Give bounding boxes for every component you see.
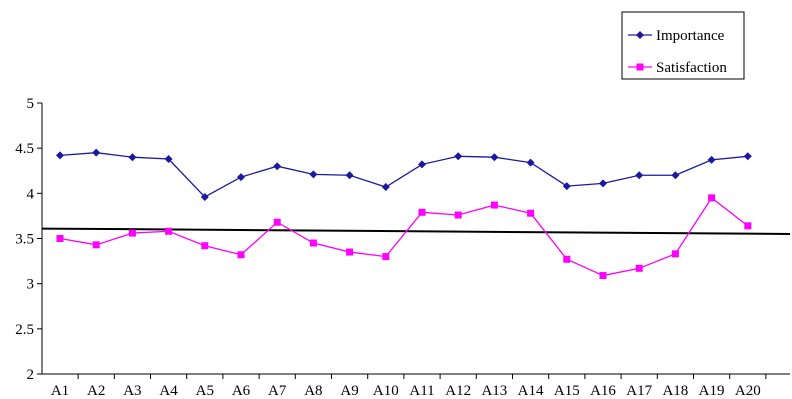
x-tick-label-a7: A7 [268,383,287,399]
point-importance-a14 [526,158,535,167]
series-line-satisfaction [59,196,749,277]
legend-label-satisfaction: Satisfaction [656,60,727,76]
x-tick-label-a2: A2 [87,383,105,399]
x-tick-label-a4: A4 [159,383,178,399]
point-satisfaction-a14 [527,209,535,217]
point-satisfaction-a18 [671,250,679,258]
point-satisfaction-a12 [454,211,462,219]
point-satisfaction-a1 [56,235,64,242]
point-satisfaction-a2 [92,241,100,249]
point-satisfaction-a15 [563,255,571,263]
y-tick-label-6: 5 [27,96,35,112]
point-satisfaction-a7 [273,218,281,226]
point-satisfaction-a3 [128,229,136,237]
point-satisfaction-a19 [708,194,716,202]
x-tick-label-a10: A10 [373,383,399,399]
axes: 2 2.5 3 3.5 4 4.5 5 A1 A2 A3 A4 A5 A6 A7 A8 A9 A10 A11 A12… [15,96,790,399]
point-satisfaction-a20 [744,222,752,230]
y-tick-label-5: 4.5 [15,141,34,157]
point-importance-a15 [562,182,571,191]
legend-item-importance: Importance [628,28,725,44]
legend-marker-importance [636,31,644,39]
point-importance-a2 [92,148,101,157]
point-importance-a10 [381,183,390,192]
x-tick-label-a12: A12 [445,383,471,399]
x-tick-label-a6: A6 [232,383,251,399]
legend-marker-satisfaction [636,63,644,71]
x-tick-label-a20: A20 [735,383,761,399]
point-importance-a11 [418,160,426,169]
point-importance-a17 [635,171,644,180]
x-tick-label-a9: A9 [340,383,358,399]
point-satisfaction-a4 [165,227,173,235]
point-satisfaction-a16 [599,272,607,280]
point-satisfaction-a11 [418,208,426,216]
y-tick-label-1: 2.5 [15,322,34,338]
x-tick-label-a14: A14 [518,383,544,399]
series-line-importance [59,152,748,198]
x-tick-label-a3: A3 [123,383,141,399]
x-tick-label-a17: A17 [626,383,652,399]
point-satisfaction-a5 [201,242,209,250]
point-importance-a1 [56,151,64,160]
point-satisfaction-a8 [309,239,317,247]
x-tick-label-a18: A18 [662,383,688,399]
series-satisfaction [56,194,752,280]
x-tick-label-a11: A11 [409,383,434,399]
legend-label-importance: Importance [656,28,725,44]
y-tick-label-2: 3 [27,277,35,293]
point-importance-a9 [345,171,354,180]
point-importance-a13 [490,153,499,162]
point-importance-a6 [237,173,245,182]
point-importance-a16 [599,179,607,188]
point-importance-a19 [707,155,716,164]
y-tick-label-0: 2 [27,367,35,383]
point-importance-a3 [128,153,137,162]
reference-line-group [41,227,791,235]
point-importance-a8 [309,170,318,179]
reference-line [41,227,791,235]
point-importance-a5 [200,192,209,201]
point-importance-a20 [743,152,752,161]
point-satisfaction-a6 [237,251,245,259]
x-tick-label-a15: A15 [554,383,580,399]
x-tick-label-a16: A16 [590,383,616,399]
y-tick-label-4: 4 [27,186,35,202]
point-importance-a12 [454,152,463,161]
point-satisfaction-a10 [382,253,390,261]
point-importance-a4 [164,155,173,164]
point-satisfaction-a9 [346,248,354,256]
y-tick-label-3: 3.5 [15,232,34,248]
x-tick-label-a13: A13 [481,383,507,399]
x-tick-label-a1: A1 [51,383,69,399]
point-importance-a18 [671,171,680,180]
legend-item-satisfaction: Satisfaction [628,60,727,76]
series-group [56,148,752,280]
x-tick-label-a5: A5 [196,383,214,399]
series-importance [56,148,752,201]
point-satisfaction-a17 [635,264,643,272]
legend: Importance Satisfaction [621,11,745,80]
x-tick-label-a19: A19 [699,383,725,399]
x-tick-label-a8: A8 [304,383,322,399]
point-satisfaction-a13 [490,201,498,209]
point-importance-a7 [273,162,282,171]
